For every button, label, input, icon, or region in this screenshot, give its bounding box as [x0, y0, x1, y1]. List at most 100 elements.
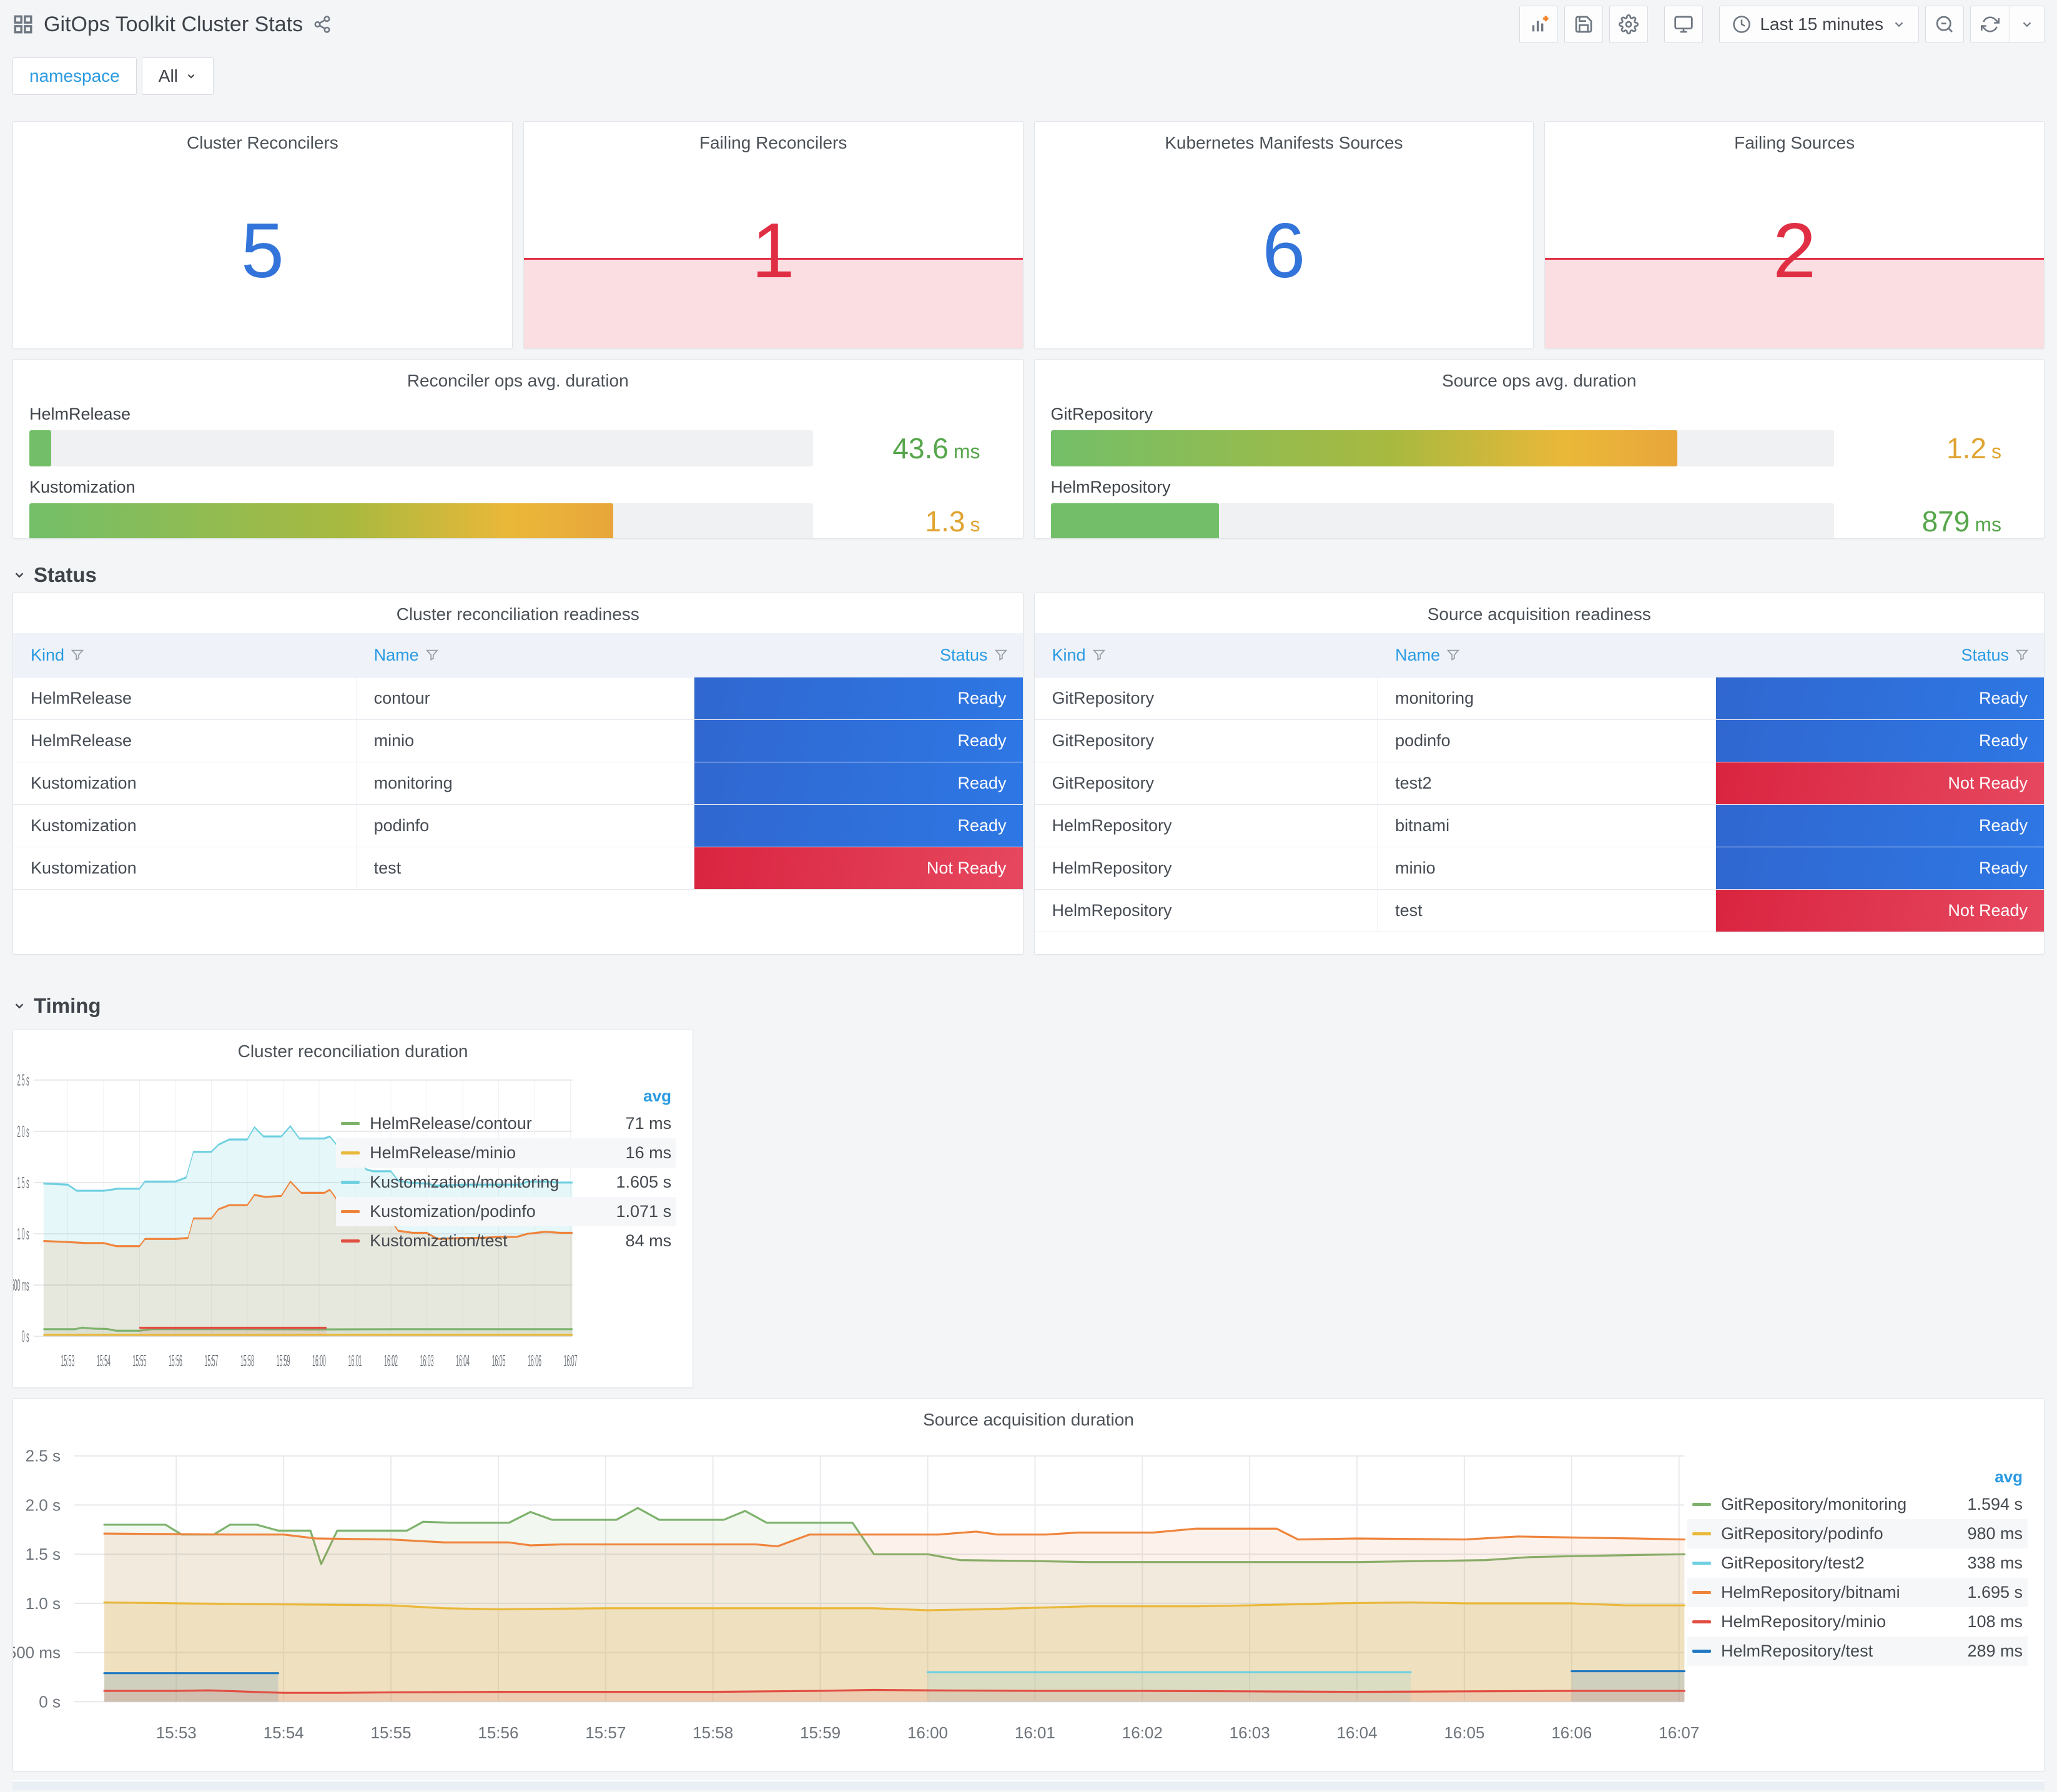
filter-icon[interactable]: [1446, 648, 1460, 662]
series-area: [104, 1529, 1685, 1702]
x-axis-tick: 16:01: [1015, 1725, 1055, 1742]
gauge-value: 879 ms: [1834, 505, 2028, 538]
x-axis-tick: 15:55: [133, 1353, 147, 1371]
x-axis-tick: 16:02: [1122, 1725, 1163, 1742]
column-header-name[interactable]: Name: [357, 633, 695, 677]
y-axis-tick: 500 ms: [13, 1278, 29, 1295]
series-line: [43, 1326, 573, 1332]
cell-status: Ready: [694, 762, 1023, 804]
dashboard-settings-button[interactable]: [1609, 6, 1649, 43]
filter-icon[interactable]: [425, 648, 439, 662]
legend-header-avg[interactable]: avg: [1995, 1467, 2023, 1486]
cell-status: Not Ready: [1715, 890, 2044, 932]
zoom-out-button[interactable]: [1925, 6, 1964, 43]
stat-value: 1: [751, 207, 795, 294]
legend-series-label: Kustomization/podinfo: [370, 1202, 536, 1221]
gauge-value-number: 1.3: [925, 505, 965, 538]
toolbar: Last 15 minutes: [1519, 6, 2045, 43]
cell-name: minio: [357, 720, 695, 762]
table-panel: Source acquisition readiness Kind Name Stat…: [1033, 593, 2045, 955]
table-row: Kustomization podinfo Ready: [13, 805, 1023, 847]
column-header-kind[interactable]: Kind: [13, 633, 357, 677]
chart-title: Source acquisition duration: [923, 1410, 1134, 1429]
series-area: [104, 1673, 279, 1702]
gauge-bar: 1.3 s: [29, 503, 1007, 538]
y-axis-tick: 1.0 s: [17, 1226, 29, 1244]
table-header-row: Kind Name Status: [13, 633, 1023, 677]
stat-panel-title: Failing Reconcilers: [699, 133, 847, 152]
x-axis-tick: 16:02: [384, 1353, 398, 1371]
column-header-name[interactable]: Name: [1378, 633, 1716, 677]
legend-item[interactable]: Kustomization/test 84 ms: [336, 1226, 676, 1256]
filter-icon[interactable]: [994, 648, 1008, 662]
filter-icon[interactable]: [2015, 648, 2029, 662]
clock-icon: [1733, 16, 1751, 33]
save-dashboard-button[interactable]: [1564, 6, 1604, 43]
add-panel-button[interactable]: [1519, 6, 1559, 43]
gauge-value: 1.3 s: [813, 505, 1007, 538]
refresh-interval-dropdown[interactable]: [2010, 6, 2044, 42]
column-header-status[interactable]: Status: [694, 633, 1022, 677]
y-axis-tick: 2.5 s: [26, 1448, 61, 1465]
legend-item[interactable]: GitRepository/test2 338 ms: [1687, 1548, 2028, 1578]
legend-item[interactable]: Kustomization/monitoring 1.605 s: [336, 1168, 676, 1197]
cell-name: minio: [1378, 847, 1716, 889]
gauge-fill: [1050, 503, 1220, 538]
legend-series-label: GitRepository/test2: [1721, 1553, 1865, 1572]
legend-item[interactable]: HelmRepository/test 289 ms: [1687, 1637, 2028, 1666]
legend-item[interactable]: GitRepository/monitoring 1.594 s: [1687, 1490, 2028, 1519]
filter-icon[interactable]: [1092, 648, 1106, 662]
chart-legend: avg GitRepository/monitoring 1.594 s GitRep…: [1687, 1464, 2028, 1666]
gauge-value-unit: s: [970, 513, 980, 536]
stat-value: 6: [1262, 207, 1306, 294]
legend-item[interactable]: HelmRelease/contour 71 ms: [336, 1109, 676, 1138]
table-panel-title: Source acquisition readiness: [1427, 604, 1651, 624]
column-header-kind[interactable]: Kind: [1035, 633, 1378, 677]
x-axis-tick: 15:57: [205, 1353, 219, 1371]
share-icon[interactable]: [313, 15, 332, 34]
series-area: [43, 1181, 573, 1337]
time-series-plot[interactable]: 0 s 500 ms 1.0 s 1.5 s 2.0 s 2.5 s 15:53 15:54 1…: [13, 1030, 693, 1387]
legend-series-avg-value: 1.071 s: [616, 1202, 672, 1221]
cycle-view-button[interactable]: [1664, 6, 1704, 43]
legend-item[interactable]: HelmRepository/bitnami 1.695 s: [1687, 1578, 2028, 1607]
gauge-panel-title: Reconciler ops avg. duration: [407, 371, 629, 390]
legend-series-dash-icon: [1692, 1650, 1711, 1653]
table-panel-title: Cluster reconciliation readiness: [396, 604, 639, 624]
gauge-track: [1050, 430, 1834, 466]
x-axis-tick: 15:58: [693, 1725, 733, 1742]
gauge-track: [29, 430, 813, 466]
variable-value-dropdown[interactable]: All: [141, 57, 214, 95]
x-axis-tick: 15:59: [800, 1725, 841, 1742]
tables-row: Cluster reconciliation readiness Kind Name…: [12, 593, 2045, 955]
time-range-picker[interactable]: Last 15 minutes: [1719, 6, 1919, 43]
title-wrap: GitOps Toolkit Cluster Stats: [12, 12, 332, 37]
legend-item[interactable]: GitRepository/podinfo 980 ms: [1687, 1519, 2028, 1548]
refresh-button[interactable]: [1971, 6, 2010, 42]
gauge-row-label: HelmRelease: [29, 405, 131, 423]
x-axis-tick: 15:55: [371, 1725, 412, 1742]
gauge-panel-title: Source ops avg. duration: [1442, 371, 1637, 390]
apps-grid-icon[interactable]: [12, 14, 34, 35]
gauge-row-label: HelmRepository: [1050, 478, 1171, 496]
legend-item[interactable]: HelmRelease/minio 16 ms: [336, 1138, 677, 1168]
time-series-plot[interactable]: 0 s 500 ms 1.0 s 1.5 s 2.0 s 2.5 s 15:53 15:54 1…: [13, 1399, 2044, 1771]
filter-icon[interactable]: [71, 648, 84, 662]
x-axis-tick: 15:53: [156, 1725, 197, 1742]
gauge-bar: 1.2 s: [1050, 430, 2028, 466]
cell-name: podinfo: [1378, 720, 1716, 762]
legend-header-avg[interactable]: avg: [643, 1086, 672, 1105]
section-status[interactable]: Status: [12, 558, 2045, 593]
column-header-label: Status: [1961, 645, 2009, 664]
cell-status: Ready: [694, 805, 1023, 847]
zoom-out-icon: [1936, 16, 1953, 32]
legend-item[interactable]: Kustomization/podinfo 1.071 s: [336, 1197, 677, 1226]
table-row: HelmRepository minio Ready: [1034, 847, 2044, 890]
status-badge: Ready: [1715, 847, 2044, 889]
gauge-value: 1.2 s: [1834, 431, 2028, 465]
section-timing[interactable]: Timing: [12, 988, 2045, 1023]
table-row: Kustomization monitoring Ready: [13, 762, 1023, 805]
column-header-status[interactable]: Status: [1716, 633, 2044, 677]
cell-kind: HelmRelease: [13, 720, 357, 762]
legend-item[interactable]: HelmRepository/minio 108 ms: [1687, 1607, 2028, 1637]
